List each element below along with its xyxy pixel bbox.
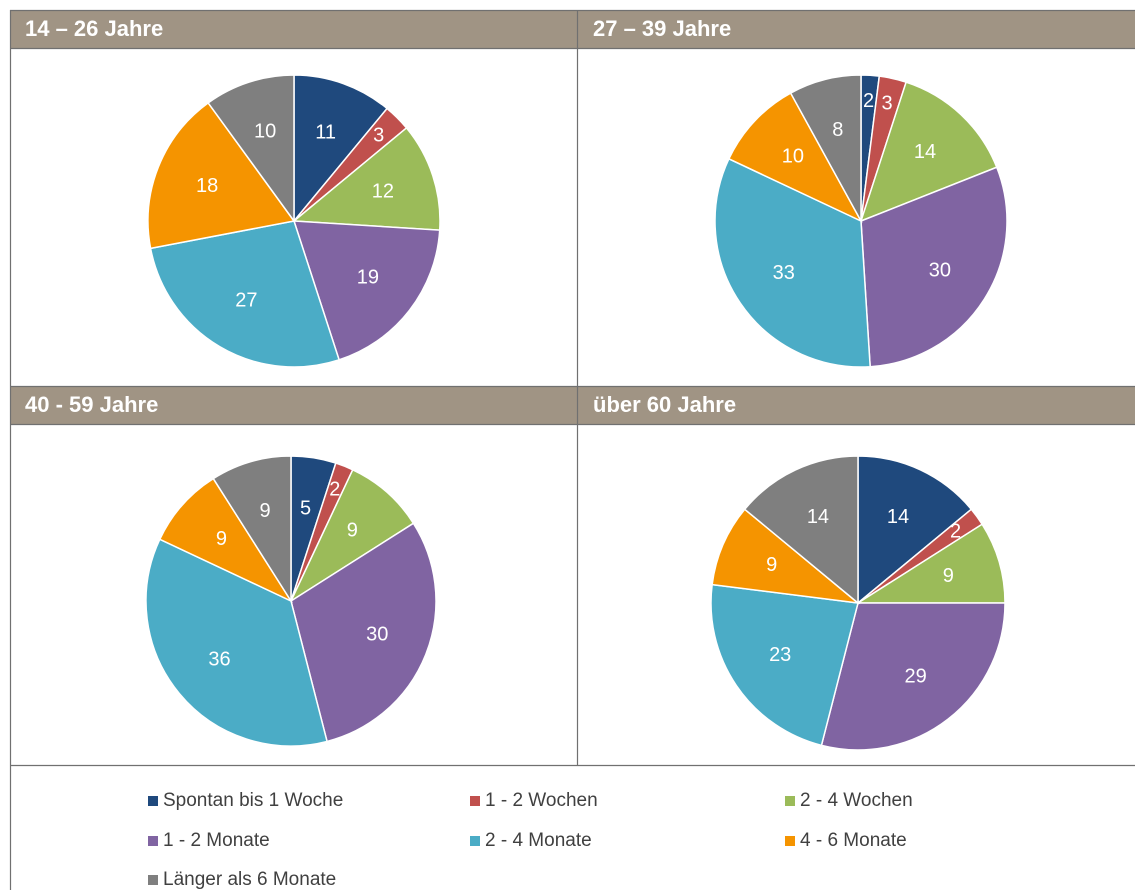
pie-slice bbox=[711, 508, 861, 605]
pie-slice bbox=[855, 523, 1006, 604]
legend-label: 1 - 2 Monate bbox=[163, 830, 270, 851]
data-label: 14 bbox=[807, 506, 829, 528]
legend-swatch bbox=[148, 875, 158, 885]
legend-swatch bbox=[470, 796, 480, 806]
pie-slice bbox=[727, 92, 863, 223]
pie-slice bbox=[743, 455, 859, 605]
frame bbox=[9, 9, 1135, 890]
pie-slice bbox=[293, 74, 389, 224]
data-label: 10 bbox=[254, 120, 276, 142]
chart-title: 40 - 59 Jahre bbox=[25, 392, 158, 417]
pie-slice bbox=[149, 220, 341, 368]
data-label: 14 bbox=[887, 506, 909, 528]
data-label: 3 bbox=[373, 125, 384, 147]
header-bar bbox=[10, 386, 1135, 424]
legend-label: 1 - 2 Wochen bbox=[485, 790, 598, 811]
data-label: 10 bbox=[782, 145, 804, 167]
data-label: 9 bbox=[260, 500, 271, 522]
legend-label: Spontan bis 1 Woche bbox=[163, 790, 343, 811]
legend-swatch bbox=[470, 836, 480, 846]
data-label: 2 bbox=[950, 520, 961, 542]
data-label: 5 bbox=[300, 498, 311, 520]
data-label: 27 bbox=[235, 290, 257, 312]
pie-slice bbox=[789, 74, 862, 222]
pie-slice bbox=[212, 455, 292, 604]
pie-slice bbox=[859, 81, 998, 223]
data-label: 9 bbox=[943, 565, 954, 587]
data-label: 9 bbox=[766, 554, 777, 576]
header-bar bbox=[10, 10, 1135, 48]
data-label: 33 bbox=[773, 262, 795, 284]
data-label: 9 bbox=[347, 520, 358, 542]
data-label: 18 bbox=[196, 175, 218, 197]
legend-label: 2 - 4 Wochen bbox=[800, 790, 913, 811]
data-label: 2 bbox=[329, 479, 340, 501]
pie-slice bbox=[207, 74, 295, 224]
pie-slice bbox=[710, 583, 859, 747]
pie-slice bbox=[292, 220, 441, 361]
pie-slice bbox=[714, 157, 871, 368]
legend-swatch bbox=[785, 796, 795, 806]
data-label: 3 bbox=[882, 92, 893, 114]
chart-title: 27 – 39 Jahre bbox=[593, 16, 731, 41]
legend-swatch bbox=[148, 836, 158, 846]
chart-title: über 60 Jahre bbox=[593, 392, 736, 417]
legend-label: 4 - 6 Monate bbox=[800, 830, 907, 851]
data-label: 14 bbox=[914, 141, 936, 163]
data-label: 8 bbox=[832, 119, 843, 141]
data-label: 29 bbox=[905, 666, 927, 688]
data-label: 11 bbox=[315, 121, 336, 143]
data-label: 36 bbox=[208, 648, 230, 670]
pie-slice bbox=[857, 455, 973, 605]
pie-slice bbox=[147, 101, 296, 250]
data-label: 9 bbox=[216, 528, 227, 550]
data-label: 23 bbox=[769, 644, 791, 666]
pie-slice bbox=[158, 477, 294, 603]
pie-slice bbox=[820, 602, 1006, 751]
pie-slice bbox=[289, 468, 415, 604]
pie-slice bbox=[290, 522, 437, 743]
chart-title: 14 – 26 Jahre bbox=[25, 16, 163, 41]
pie-slice bbox=[292, 126, 441, 231]
legend-swatch bbox=[148, 796, 158, 806]
legend-label: Länger als 6 Monate bbox=[163, 869, 336, 890]
data-label: 12 bbox=[372, 180, 394, 202]
pie-slice bbox=[145, 538, 328, 747]
pie-slice bbox=[860, 166, 1008, 368]
legend-swatch bbox=[785, 836, 795, 846]
data-label: 30 bbox=[929, 259, 951, 281]
legend-label: 2 - 4 Monate bbox=[485, 830, 592, 851]
data-label: 2 bbox=[863, 90, 874, 112]
data-label: 30 bbox=[366, 623, 388, 645]
data-label: 19 bbox=[357, 267, 379, 289]
